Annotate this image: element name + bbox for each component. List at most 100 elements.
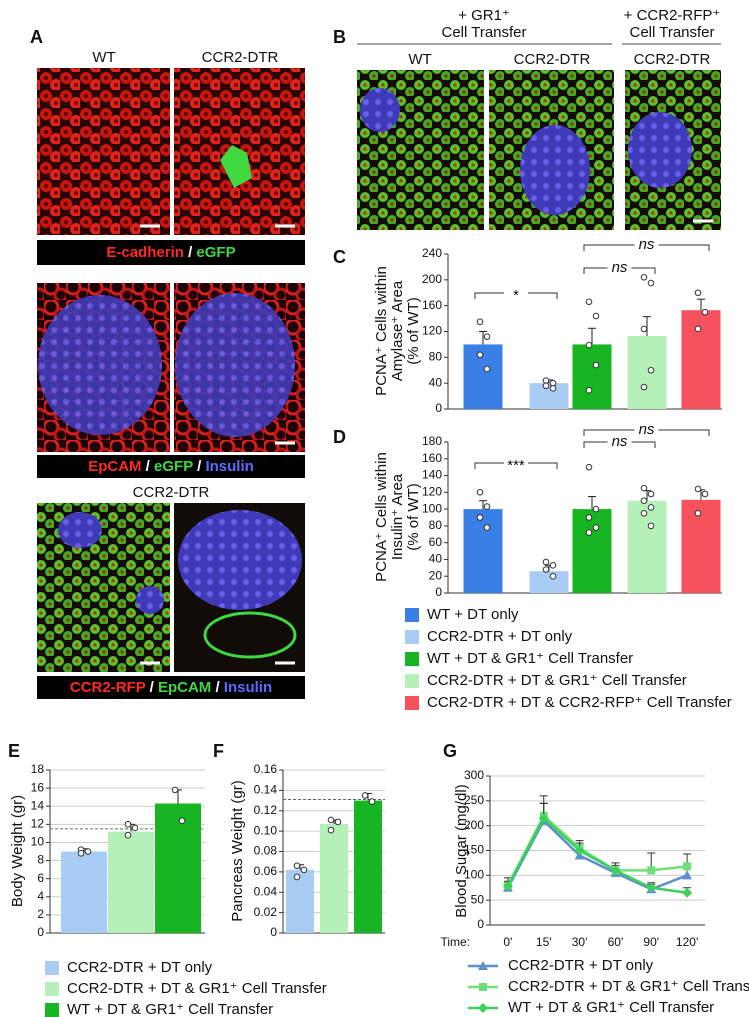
group-heading: + GR1⁺ [458, 7, 510, 24]
data-point [327, 826, 335, 834]
data-point [124, 821, 132, 828]
islet [58, 512, 102, 548]
column-label: CCR2-DTR [202, 49, 279, 66]
y-tick-label: 4 [37, 889, 44, 903]
data-point [334, 818, 342, 826]
column-label: WT [92, 49, 115, 66]
data-point [647, 522, 655, 530]
data-point [592, 505, 600, 513]
data-point [592, 361, 600, 369]
y-tick-label: 0.04 [254, 884, 278, 898]
data-point [592, 524, 600, 531]
data-point [84, 848, 92, 855]
y-axis-title-line: (% of WT) [405, 483, 422, 551]
stain-name: / [211, 679, 224, 696]
stain-name: E-cadherin [106, 244, 184, 261]
data-point [640, 510, 648, 517]
bar [627, 336, 667, 409]
y-tick-label: 0.10 [254, 823, 278, 837]
y-tick-label: 8 [37, 853, 44, 867]
x-tick-label: 30' [572, 935, 588, 949]
group-heading: + CCR2-RFP⁺ [624, 7, 721, 24]
data-point [585, 386, 593, 394]
data-point [542, 558, 550, 566]
y-tick-label: 140 [422, 468, 442, 482]
y-tick-label: 160 [422, 451, 442, 465]
legend-swatch [45, 982, 59, 996]
marker [683, 862, 692, 871]
panel-label: F [213, 741, 224, 761]
y-tick-label: 0.16 [254, 762, 278, 776]
legend-swatch [45, 961, 59, 975]
y-tick-label: 14 [31, 798, 45, 812]
y-tick-label: 20 [429, 568, 443, 582]
y-tick-label: 240 [422, 246, 442, 260]
y-tick-label: 250 [464, 793, 484, 807]
bracket-gap [634, 239, 659, 251]
bracket-gap [504, 287, 528, 299]
y-tick-label: 0 [435, 401, 442, 415]
bar [572, 344, 612, 409]
data-point [585, 463, 593, 471]
legend-label: CCR2-DTR + DT & GR1⁺ Cell Transfer [427, 672, 687, 689]
line [506, 816, 688, 894]
marker [682, 870, 693, 880]
data-point [131, 824, 139, 832]
bar [155, 803, 201, 933]
panel-label: D [333, 427, 346, 447]
data-point [640, 273, 648, 281]
marker [538, 813, 549, 824]
data-point [592, 312, 600, 320]
significance-label: ns [612, 433, 628, 450]
column-label: CCR2-DTR [634, 51, 711, 68]
islet [520, 125, 590, 215]
stain-caption: CCR2-RFP / EpCAM / Insulin [70, 679, 272, 696]
bar [627, 500, 667, 593]
bracket-gap [504, 457, 528, 469]
x-tick-label: 90' [643, 935, 659, 949]
data-point [701, 308, 709, 316]
y-tick-label: 200 [464, 818, 484, 832]
stain-name: EpCAM [88, 458, 141, 475]
y-tick-label: 0.08 [254, 844, 278, 858]
marker [502, 881, 513, 892]
data-point [483, 503, 491, 510]
legend-label: WT + DT only [427, 606, 519, 623]
y-axis-title: Pancreas Weight (gr) [229, 780, 246, 921]
y-tick-label: 0.12 [254, 803, 278, 817]
data-point [483, 333, 491, 340]
data-point [178, 817, 186, 825]
significance-label: * [513, 287, 519, 304]
significance-label: ns [612, 259, 628, 276]
legend-label: WT + DT & GR1⁺ Cell Transfer [508, 999, 714, 1016]
bar [681, 310, 721, 409]
y-tick-label: 100 [422, 501, 442, 515]
legend-swatch [405, 608, 419, 622]
x-tick-label: 120' [676, 935, 698, 949]
bar [572, 509, 612, 593]
data-point [585, 341, 593, 349]
marker [479, 983, 487, 991]
y-tick-label: 50 [471, 892, 485, 906]
data-point [694, 325, 702, 333]
panel-label: C [333, 247, 346, 267]
group-heading: Cell Transfer [441, 24, 526, 41]
data-point [585, 514, 593, 521]
y-tick-label: 16 [31, 780, 45, 794]
y-tick-label: 150 [464, 843, 484, 857]
y-tick-label: 18 [31, 762, 45, 776]
y-axis-title-line: (% of WT) [405, 297, 422, 365]
y-tick-label: 0 [37, 925, 44, 939]
y-tick-label: 160 [422, 298, 442, 312]
bracket-gap [634, 424, 659, 436]
data-point [542, 566, 550, 573]
stain-name: Insulin [224, 679, 272, 696]
column-label: WT [408, 51, 431, 68]
marker [682, 887, 693, 898]
y-axis-title: Body Weight (gr) [9, 795, 26, 907]
legend-label: CCR2-DTR + DT only [427, 628, 573, 645]
y-tick-label: 60 [429, 535, 443, 549]
stain-caption: E-cadherin / eGFP [106, 244, 235, 261]
stain-name: CCR2-RFP [70, 679, 146, 696]
